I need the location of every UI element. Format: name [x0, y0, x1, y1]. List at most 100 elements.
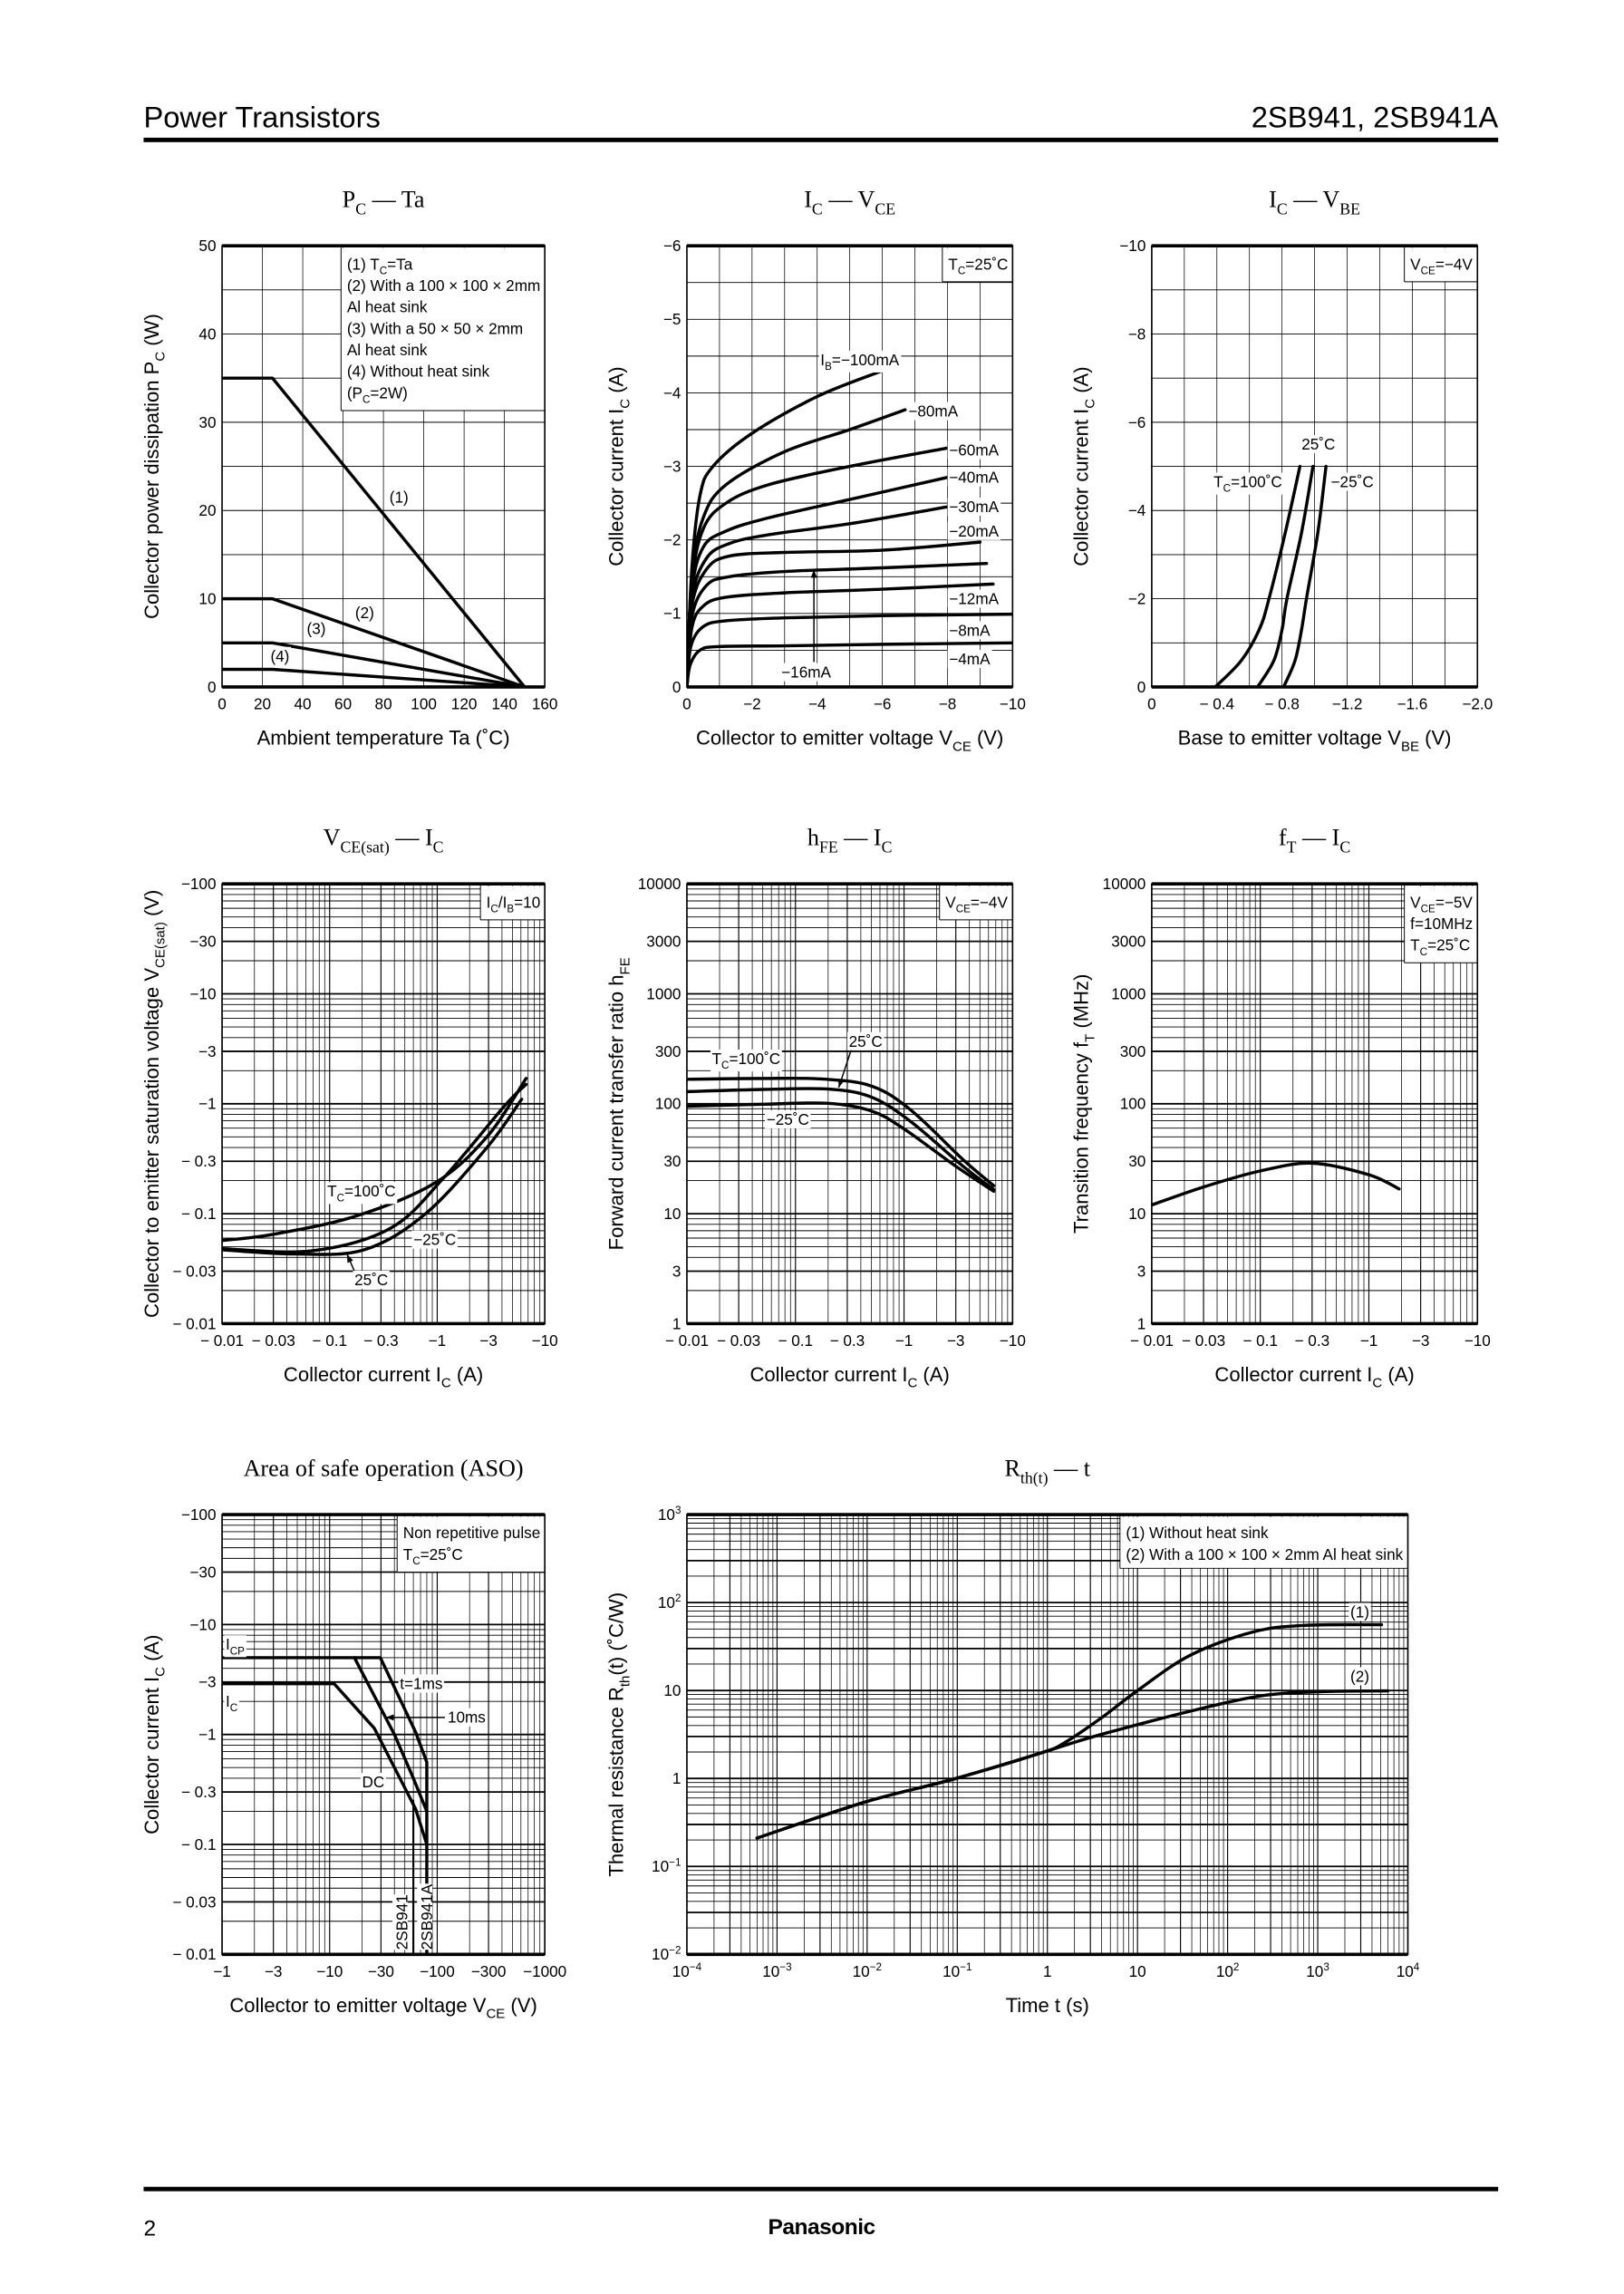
y-tick-label: 0 — [672, 678, 682, 696]
text-span: Area of safe operation (ASO) — [244, 1456, 524, 1482]
y-axis-label: Transition frequency fT (MHz) — [1070, 974, 1098, 1234]
y-tick-label: 3000 — [1111, 933, 1146, 951]
y-tick-label: 20 — [198, 501, 216, 519]
annotation-background — [947, 589, 1001, 608]
text-span: BE — [1339, 200, 1360, 218]
grid — [221, 883, 546, 1325]
y-tick-label: −1 — [663, 605, 682, 623]
text-span: −3 — [779, 1961, 791, 1973]
y-axis-label: Thermal resistance Rth(t) (˚C/W) — [605, 1592, 633, 1877]
annotation-label: −8mA — [949, 621, 991, 639]
x-tick-label: −3 — [1412, 1331, 1430, 1350]
y-tick-label: −2 — [1128, 589, 1146, 607]
series-group — [686, 369, 1013, 687]
text-span: −80mA — [908, 402, 958, 421]
x-tick-label: 10−4 — [672, 1961, 702, 1980]
text-span: =25˚C — [1427, 936, 1470, 954]
y-tick-label: −1 — [198, 1726, 217, 1744]
annotation-label: −12mA — [949, 589, 999, 607]
annotation-label: 25˚C — [1301, 435, 1335, 453]
text-span: (A) — [1382, 1363, 1415, 1386]
annotation-background — [224, 1635, 246, 1658]
text-span: CE — [875, 200, 895, 218]
annotation-label: 25˚C — [354, 1271, 388, 1289]
series-line — [686, 612, 1013, 687]
text-span: Collector current I — [1070, 409, 1093, 566]
text-span: (2) — [355, 604, 374, 622]
y-tick-label: −8 — [1128, 324, 1146, 343]
text-span: −40mA — [949, 469, 999, 487]
x-tick-label: −10 — [1464, 1331, 1491, 1350]
legend-text: TC=25˚C — [948, 255, 1008, 276]
chart-title: VCE(sat) — IC — [324, 825, 444, 857]
text-span: (3) — [307, 620, 326, 638]
x-tick-label: 20 — [254, 694, 271, 712]
y-tick-label: − 0.3 — [181, 1152, 217, 1170]
text-span: Base to emitter voltage V — [1178, 727, 1402, 750]
text-span: (A) — [917, 1363, 950, 1386]
x-tick-label: −100 — [420, 1962, 455, 1980]
x-tick-label: 120 — [451, 694, 478, 712]
legend-entry: IC/IB=10 — [487, 893, 541, 915]
text-span: T — [948, 255, 958, 273]
annotation-label: 2SB941 — [393, 1894, 411, 1950]
text-span: 3 — [1323, 1961, 1329, 1973]
y-tick-label: −3 — [663, 457, 682, 475]
text-span: Collector current I — [1214, 1363, 1372, 1386]
arrow-head — [346, 1253, 353, 1263]
arrow-head — [810, 569, 817, 578]
x-tick-label: 103 — [1306, 1961, 1329, 1980]
y-tick-label: − 0.03 — [172, 1892, 216, 1911]
text-span: 3 — [675, 1505, 681, 1516]
y-tick-label: 0 — [208, 678, 217, 696]
text-span: CE(sat) — [152, 922, 168, 968]
annotation-label: t=1ms — [400, 1674, 442, 1692]
text-span: C — [152, 352, 168, 362]
text-span: =Ta — [387, 255, 413, 273]
y-tick-label: 50 — [198, 237, 216, 255]
x-axis-label: Collector current IC (A) — [749, 1363, 949, 1391]
x-tick-label: −1.2 — [1332, 694, 1363, 712]
text-span: CE — [1421, 265, 1436, 276]
text-span: 10ms — [448, 1708, 486, 1727]
text-span: (W) — [140, 314, 163, 352]
x-tick-label: −30 — [368, 1962, 394, 1980]
x-axis-label: Collector to emitter voltage VCE (V) — [229, 1994, 536, 2022]
text-span: Time t (s) — [1006, 1994, 1089, 2017]
y-tick-label: 10000 — [638, 875, 682, 893]
annotation-background — [360, 1772, 386, 1791]
annotation-background — [710, 1049, 782, 1072]
text-span: C — [958, 265, 965, 276]
legend-entry: (PC=2W) — [347, 383, 408, 405]
text-span: — V — [1288, 187, 1340, 213]
x-tick-label: −1 — [213, 1962, 231, 1980]
legend: (1) TC=Ta(2) With a 100 × 100 × 2mm Al h… — [340, 246, 546, 411]
text-span: 10 — [762, 1962, 779, 1980]
x-tick-label: 10 — [1129, 1962, 1146, 1980]
y-tick-label: 1 — [672, 1314, 682, 1332]
text-span: 10 — [658, 1505, 675, 1524]
annotation-label: TC=100˚C — [327, 1182, 396, 1204]
series-group — [755, 1622, 1390, 1840]
legend-entry: TC=25˚C — [948, 255, 1008, 276]
x-tick-label: −10 — [316, 1962, 343, 1980]
text-span: 10 — [1397, 1962, 1414, 1980]
legend-entry: (1) Without heat sink — [1126, 1524, 1269, 1542]
text-span: T — [1082, 1034, 1097, 1042]
series-line — [222, 1077, 528, 1243]
text-span: =25˚C — [965, 255, 1008, 273]
text-span: 2 — [1233, 1961, 1239, 1973]
text-span: th — [617, 1676, 633, 1688]
text-span: (V) — [140, 890, 163, 923]
x-tick-label: −4 — [808, 694, 826, 712]
text-span: =100˚C — [729, 1050, 780, 1068]
legend-background — [1404, 886, 1479, 963]
annotation-background — [388, 488, 411, 507]
x-tick-label: 80 — [375, 694, 392, 712]
annotation-label: IB=−100mA — [820, 351, 899, 373]
y-tick-label: − 0.03 — [172, 1262, 216, 1280]
text-span: (2) With a 100 × 100 × 2mm — [347, 276, 540, 295]
series-group — [222, 1077, 528, 1256]
